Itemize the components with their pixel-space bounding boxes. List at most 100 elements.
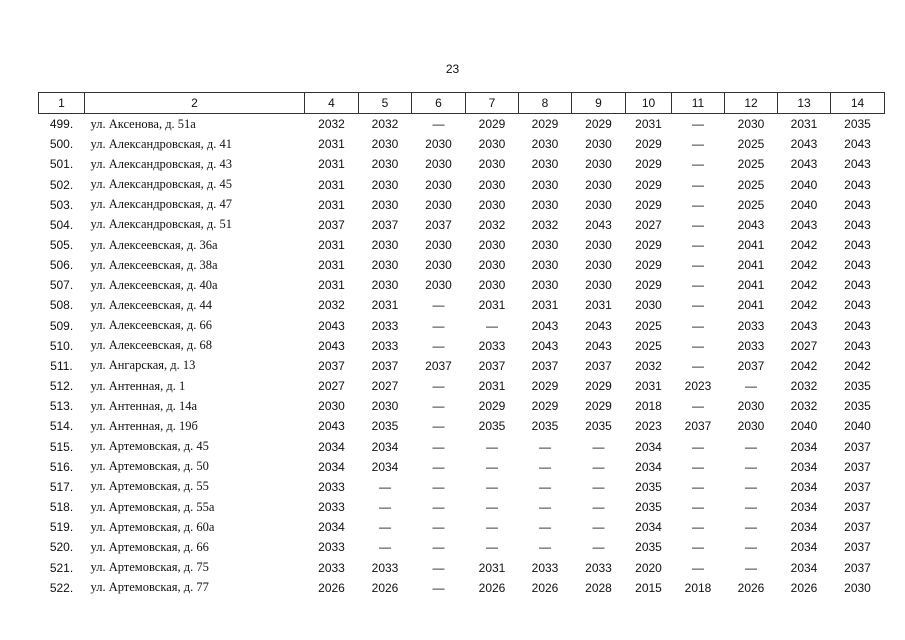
column-header: 13	[777, 92, 831, 114]
cell: —	[745, 520, 757, 535]
cell: 505.	[49, 238, 74, 253]
cell: —	[592, 479, 605, 494]
address: ул. Алексеевская, д. 68	[90, 338, 212, 353]
cell: 2043	[790, 137, 818, 152]
cell: —	[539, 520, 551, 535]
cell: 2031	[635, 379, 662, 394]
column-header: 14	[830, 92, 885, 114]
cell: —	[692, 540, 704, 555]
cell: —	[486, 459, 498, 474]
cell: 2030	[371, 238, 399, 253]
cell: 2031	[318, 177, 345, 192]
cell: 2040	[790, 197, 818, 212]
table-row: 518. ул. Артемовская, д. 55а 2033 — — — — — 2035…	[39, 497, 885, 517]
cell: 2018	[635, 399, 662, 414]
cell: —	[745, 500, 757, 515]
cell: 506.	[49, 258, 74, 273]
address: ул. Антенная, д. 1	[90, 378, 186, 393]
cell: 2025	[737, 197, 765, 212]
cell: 2043	[531, 318, 559, 333]
cell: 2030	[531, 197, 559, 212]
column-header: 2	[84, 92, 305, 114]
cell: 2043	[844, 278, 871, 293]
address: ул. Ангарская, д. 13	[90, 358, 196, 373]
table-row: 521. ул. Артемовская, д. 75 2033 2033 — 2031 2…	[39, 557, 885, 577]
cell: 2030	[425, 238, 452, 253]
cell: 2035	[531, 419, 559, 434]
cell: 2041	[737, 278, 765, 293]
cell: —	[692, 399, 704, 414]
cell: 500.	[49, 137, 74, 152]
cell: 2032	[635, 358, 662, 373]
cell: 2030	[585, 157, 612, 172]
table-row: 509. ул. Алексеевская, д. 66 2043 2033 — — 204…	[39, 316, 885, 336]
cell: 2043	[318, 338, 345, 353]
cell: 2030	[425, 137, 452, 152]
cell: —	[692, 439, 704, 454]
cell: 2030	[478, 278, 506, 293]
cell: 2037	[371, 358, 399, 373]
cell: —	[432, 459, 445, 474]
cell: 2037	[531, 358, 559, 373]
cell: —	[432, 560, 445, 575]
address: ул. Артемовская, д. 45	[90, 439, 209, 454]
table-row: 515. ул. Артемовская, д. 45 2034 2034 — — — — 20…	[39, 437, 885, 457]
cell: —	[692, 500, 704, 515]
cell: 2030	[425, 177, 452, 192]
cell: —	[592, 439, 605, 454]
cell: 2043	[318, 419, 345, 434]
cell: —	[432, 479, 445, 494]
cell: 504.	[49, 217, 74, 232]
cell: 2032	[478, 217, 506, 232]
address: ул. Артемовская, д. 66	[90, 539, 209, 554]
cell: 2034	[790, 500, 818, 515]
cell: 2043	[844, 338, 871, 353]
cell: 2023	[684, 379, 712, 394]
cell: 2037	[737, 358, 765, 373]
cell: 2043	[844, 318, 871, 333]
cell: 2029	[531, 399, 559, 414]
table: 1 2 4 5 6 7 8 9 10 11 12 13 14 499. ул. Аксенова, д. …	[38, 92, 885, 598]
address: ул. Александровская, д. 43	[90, 156, 232, 171]
cell: 2034	[371, 439, 399, 454]
address: ул. Артемовская, д. 60а	[90, 519, 215, 534]
cell: 2025	[737, 177, 765, 192]
cell: 2042	[844, 358, 871, 373]
cell: 2030	[585, 278, 612, 293]
cell: 2037	[844, 520, 871, 535]
cell: —	[379, 500, 391, 515]
cell: —	[486, 318, 498, 333]
address: ул. Алексеевская, д. 38а	[90, 257, 218, 272]
cell: 2030	[531, 258, 559, 273]
cell: —	[432, 439, 445, 454]
cell: 2033	[531, 560, 559, 575]
table-row: 503. ул. Александровская, д. 47 2031 2030 20…	[39, 195, 885, 215]
cell: —	[692, 298, 704, 313]
cell: 2037	[318, 217, 345, 232]
cell: —	[539, 479, 551, 494]
table-row: 500. ул. Александровская, д. 41 2031 2030 20…	[39, 134, 885, 154]
cell: 2034	[318, 520, 345, 535]
cell: 2035	[635, 500, 662, 515]
column-header: 5	[358, 92, 412, 114]
cell: 2030	[478, 238, 506, 253]
cell: 2031	[318, 197, 345, 212]
table-row: 504. ул. Александровская, д. 51 2037 2037 20…	[39, 215, 885, 235]
address: ул. Алексеевская, д. 40а	[90, 277, 218, 292]
address: ул. Артемовская, д. 77	[90, 580, 209, 595]
cell: 2030	[425, 278, 452, 293]
cell: 2034	[635, 439, 662, 454]
cell: 2043	[531, 338, 559, 353]
cell: —	[692, 258, 704, 273]
table-row: 520. ул. Артемовская, д. 66 2033 — — — — — 2035 —…	[39, 537, 885, 557]
table-row: 514. ул. Антенная, д. 19б 2043 2035 — 2035 203…	[39, 416, 885, 436]
cell: 2030	[478, 177, 506, 192]
cell: 2031	[478, 379, 506, 394]
table-row: 517. ул. Артемовская, д. 55 2033 — — — — — 2035 —…	[39, 477, 885, 497]
cell: 2043	[318, 318, 345, 333]
address: ул. Аксенова, д. 51а	[90, 116, 196, 131]
cell: —	[539, 500, 551, 515]
table-row: 511. ул. Ангарская, д. 13 2037 2037 2037 2037…	[39, 356, 885, 376]
cell: 512.	[49, 379, 74, 394]
cell: —	[745, 540, 757, 555]
